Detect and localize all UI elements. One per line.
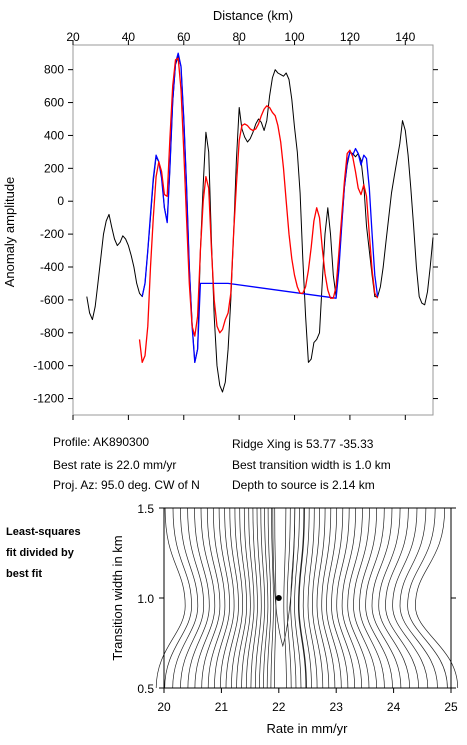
rate-tick-label: 22	[272, 700, 286, 714]
contour-line-right	[336, 507, 356, 689]
contour-line-right	[286, 507, 292, 689]
side-note-line-3: best fit	[6, 568, 43, 580]
contour-line-left	[245, 507, 255, 689]
contour-line-left	[241, 507, 251, 689]
contour-line-right	[385, 507, 419, 689]
y-axis-label-transition: Transition width in km	[110, 535, 125, 660]
contour-line-right	[415, 507, 459, 689]
y-tick-label: -600	[40, 293, 64, 307]
rate-tick-label: 23	[330, 700, 344, 714]
contour-line-left	[270, 507, 274, 689]
contour-line-right	[316, 507, 330, 689]
series-line-0	[86, 56, 434, 393]
contour-line-right	[307, 507, 318, 689]
rate-tick-label: 24	[387, 700, 401, 714]
contour-line-left	[155, 507, 186, 689]
profile-text: Profile: AK890300	[53, 435, 150, 449]
y-tick-label: 200	[44, 161, 64, 175]
y-tick-label: -1000	[33, 359, 64, 373]
y-tick-label: 0	[57, 194, 64, 208]
contour-line-right	[290, 507, 297, 689]
rate-tick-label: 20	[157, 700, 171, 714]
contour-line-right	[326, 507, 342, 689]
contour-line-right	[331, 507, 349, 689]
anomaly-plot-frame	[72, 44, 434, 416]
width-tick-label: 1.0	[137, 592, 154, 606]
side-note-line-2: fit divided by	[6, 547, 74, 559]
contour-line-right	[359, 507, 385, 689]
best-fit-marker	[275, 595, 282, 601]
contour-line-right	[283, 507, 287, 689]
contour-line-left	[201, 507, 221, 689]
contour-line-left	[259, 507, 266, 689]
contour-line-left	[263, 507, 269, 689]
x-tick-label: 60	[177, 30, 191, 44]
contour-line-right	[392, 507, 429, 689]
y-tick-label: 400	[44, 128, 64, 142]
contour-line-left	[250, 507, 258, 689]
x-tick-label: 100	[285, 30, 305, 44]
x-axis-label-rate: Rate in mm/yr	[267, 721, 349, 736]
contour-line-left	[236, 507, 247, 689]
rate-tick-label: 25	[444, 700, 458, 714]
y-tick-label: -400	[40, 260, 64, 274]
contour-line-inner	[272, 507, 296, 648]
contour-line-right	[294, 507, 302, 689]
contour-line-left	[254, 507, 262, 689]
depth-text: Depth to source is 2.14 km	[232, 478, 375, 492]
side-note-line-1: Least-squares	[6, 526, 81, 538]
x-tick-label: 80	[232, 30, 246, 44]
contour-line-left	[207, 507, 226, 689]
contour-line-right	[302, 507, 312, 689]
contour-line-right	[321, 507, 336, 689]
contour-line-right	[353, 507, 377, 689]
x-tick-label: 120	[340, 30, 360, 44]
y-tick-label: -200	[40, 227, 64, 241]
contour-line-right	[378, 507, 410, 689]
anomaly-series-group	[86, 52, 434, 393]
anomaly-axis-ticks: 20 40 60 80 100 120 140 800 600 400 200 0 -200 -400 -6…	[33, 30, 438, 420]
x-tick-label: 140	[395, 30, 415, 44]
contour-line-left	[225, 507, 239, 689]
proj-az-text: Proj. Az: 95.0 deg. CW of N	[53, 478, 200, 492]
side-note: Least-squares fit divided by best fit	[6, 522, 81, 585]
contour-axis-ticks: 20 21 22 23 24 25 1.5 1.0 0.5	[137, 502, 458, 714]
y-tick-label: -1200	[33, 392, 64, 406]
contour-line-right	[365, 507, 393, 689]
contour-line-left	[214, 507, 230, 689]
ridge-xing-text: Ridge Xing is 53.77 -35.33	[232, 437, 374, 451]
y-axis-label-anomaly: Anomaly amplitude	[2, 177, 17, 288]
best-transition-text: Best transition width is 1.0 km	[232, 458, 391, 472]
contour-line-left	[172, 507, 199, 689]
contour-line-right	[371, 507, 402, 689]
contour-line-right	[407, 507, 448, 689]
misfit-contours	[155, 507, 459, 689]
y-tick-label: 600	[44, 96, 64, 110]
contour-line-right	[297, 507, 307, 689]
width-tick-label: 0.5	[137, 682, 154, 696]
best-rate-text: Best rate is 22.0 mm/yr	[53, 458, 177, 472]
width-tick-label: 1.5	[137, 502, 154, 516]
y-tick-label: -800	[40, 326, 64, 340]
contour-line-left	[231, 507, 243, 689]
contour-line-right	[312, 507, 324, 689]
contour-line-left	[266, 507, 272, 689]
contour-line-left	[164, 507, 192, 689]
contour-line-left	[180, 507, 205, 689]
series-line-2	[138, 57, 379, 364]
contour-line-right	[341, 507, 363, 689]
contour-line-left	[219, 507, 235, 689]
contour-line-left	[187, 507, 210, 689]
x-tick-label: 40	[122, 30, 136, 44]
x-axis-label-distance: Distance (km)	[213, 8, 293, 23]
x-tick-label: 20	[66, 30, 80, 44]
contour-line-right	[347, 507, 370, 689]
rate-tick-label: 21	[215, 700, 229, 714]
contour-line-left	[194, 507, 216, 689]
contour-line-right	[399, 507, 438, 689]
y-tick-label: 800	[44, 63, 64, 77]
